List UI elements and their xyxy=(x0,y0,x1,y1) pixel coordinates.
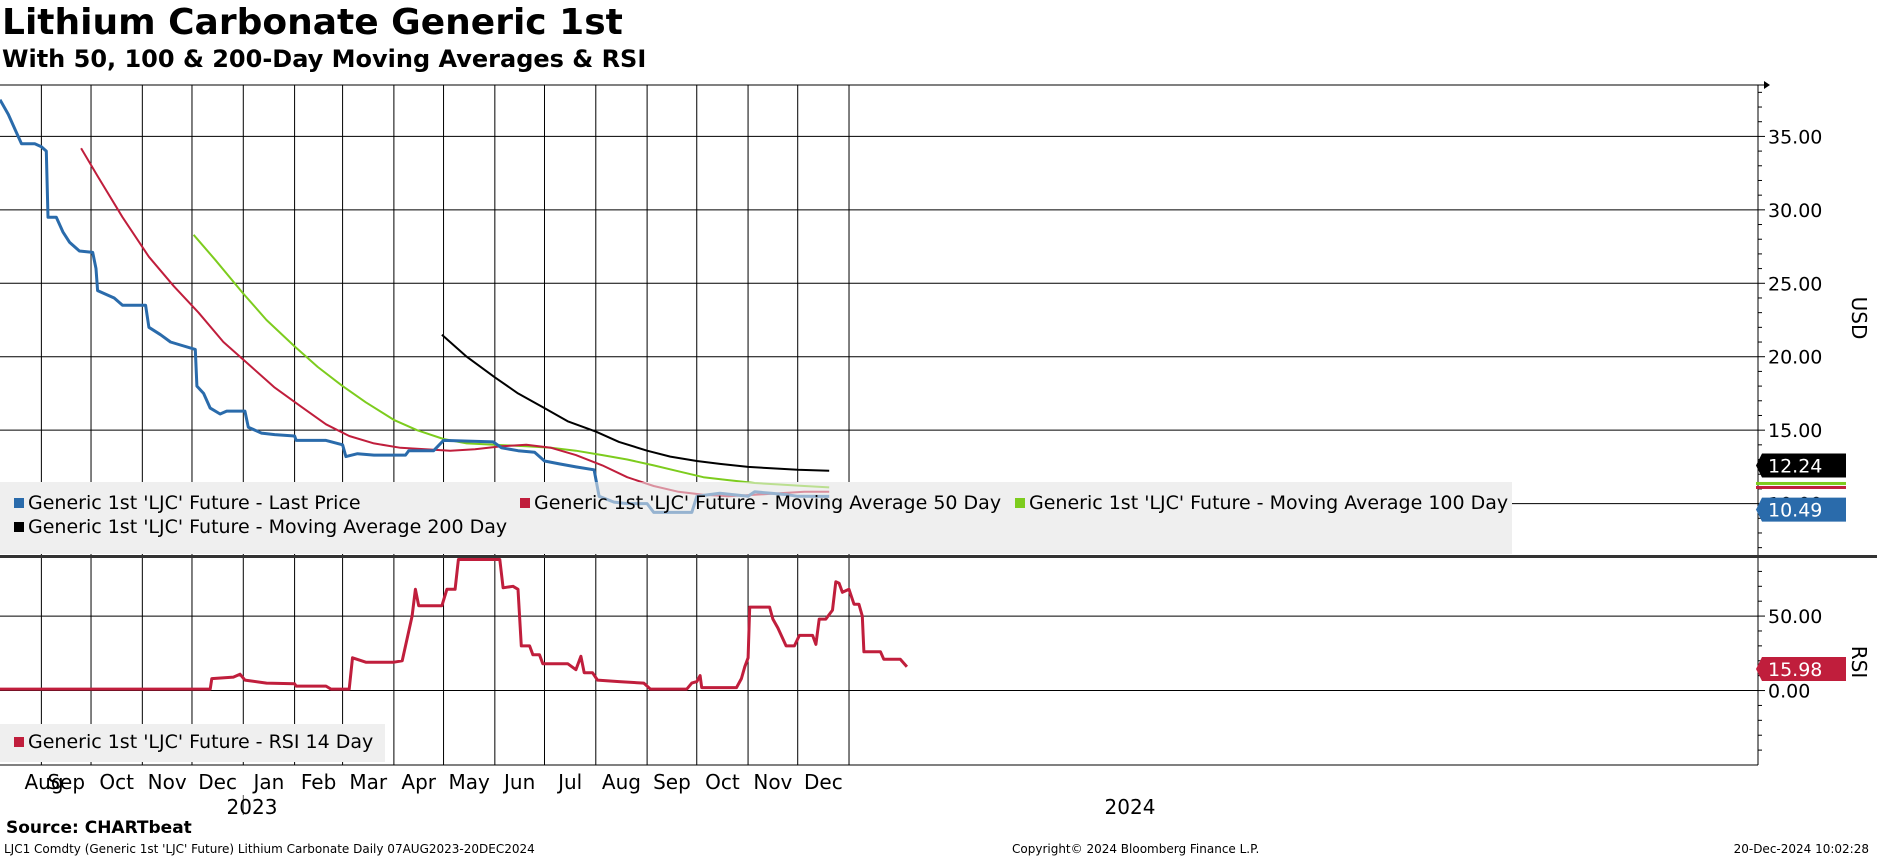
x-month-label: Dec xyxy=(198,770,237,794)
x-year-label: 2023 xyxy=(227,795,278,819)
price-ytick-label: 30.00 xyxy=(1768,200,1822,222)
x-month-label: Oct xyxy=(99,770,134,794)
series-line-last_price xyxy=(0,98,830,514)
last-value-rsi-bg xyxy=(1756,656,1846,681)
x-month-label: Feb xyxy=(301,770,336,794)
x-year-label: 2024 xyxy=(1105,795,1156,819)
x-month-label: May xyxy=(449,770,491,794)
price-legend-overlay xyxy=(0,482,1512,554)
legend-swatch-rsi xyxy=(14,737,24,747)
last-value-ma200-bg xyxy=(1756,453,1846,478)
x-month-label: Sep xyxy=(47,770,85,794)
x-month-label: Aug xyxy=(24,770,63,794)
last-value-rsi: 15.98 xyxy=(1768,659,1822,681)
axis-arrow-icon xyxy=(1764,81,1770,89)
x-month-label: Oct xyxy=(705,770,740,794)
timestamp-text: 20-Dec-2024 10:02:28 xyxy=(1733,842,1869,856)
legend-label-rsi: Generic 1st 'LJC' Future - RSI 14 Day xyxy=(28,731,373,753)
series-line-ma50 xyxy=(80,147,830,498)
x-month-label: Mar xyxy=(349,770,388,794)
price-ytick-label: 25.00 xyxy=(1768,273,1822,295)
rsi-ytick-label: 50.00 xyxy=(1768,606,1822,628)
chart-title: Lithium Carbonate Generic 1st xyxy=(2,2,623,43)
price-ytick-label: 20.00 xyxy=(1768,347,1822,369)
x-month-label: Jan xyxy=(252,770,285,794)
legend-label-last_price: Generic 1st 'LJC' Future - Last Price xyxy=(28,492,361,514)
last-value-ma200: 12.24 xyxy=(1768,456,1822,478)
rsi-legend-box xyxy=(0,724,385,762)
price-ytick-label: 35.00 xyxy=(1768,126,1822,148)
x-month-label: Nov xyxy=(148,770,187,794)
legend-swatch-last_price xyxy=(14,498,24,508)
x-month-label: Jun xyxy=(502,770,535,794)
last-value-ma50-marker xyxy=(1756,485,1846,489)
legend-label-ma50: Generic 1st 'LJC' Future - Moving Averag… xyxy=(534,492,1001,514)
x-month-label: Dec xyxy=(804,770,843,794)
legend-swatch-ma50 xyxy=(520,498,530,508)
legend-label-ma100: Generic 1st 'LJC' Future - Moving Averag… xyxy=(1029,492,1508,514)
rsi-axis-title: RSI xyxy=(1847,646,1871,679)
rsi-ytick-label: 0.00 xyxy=(1768,681,1810,703)
source-label: Source: CHARTbeat xyxy=(6,818,192,838)
series-line-ma200 xyxy=(441,333,830,472)
last-value-price: 10.49 xyxy=(1768,500,1822,522)
price-ytick-label: 15.00 xyxy=(1768,420,1822,442)
price-axis-title: USD xyxy=(1847,297,1871,340)
x-month-label: Aug xyxy=(602,770,641,794)
last-value-ma100-marker xyxy=(1756,481,1846,485)
x-month-label: Sep xyxy=(653,770,691,794)
chart-subtitle: With 50, 100 & 200-Day Moving Averages &… xyxy=(2,45,647,73)
legend-label-ma200: Generic 1st 'LJC' Future - Moving Averag… xyxy=(28,516,507,538)
last-value-price-bg xyxy=(1756,497,1846,522)
legend-swatch-ma200 xyxy=(14,522,24,532)
series-line-rsi xyxy=(0,558,909,691)
x-month-label: Jul xyxy=(556,770,582,794)
ticker-line: LJC1 Comdty (Generic 1st 'LJC' Future) L… xyxy=(4,842,535,856)
copyright-text: Copyright© 2024 Bloomberg Finance L.P. xyxy=(1012,842,1260,856)
x-month-label: Nov xyxy=(753,770,792,794)
x-month-label: Apr xyxy=(401,770,436,794)
legend-swatch-ma100 xyxy=(1015,498,1025,508)
